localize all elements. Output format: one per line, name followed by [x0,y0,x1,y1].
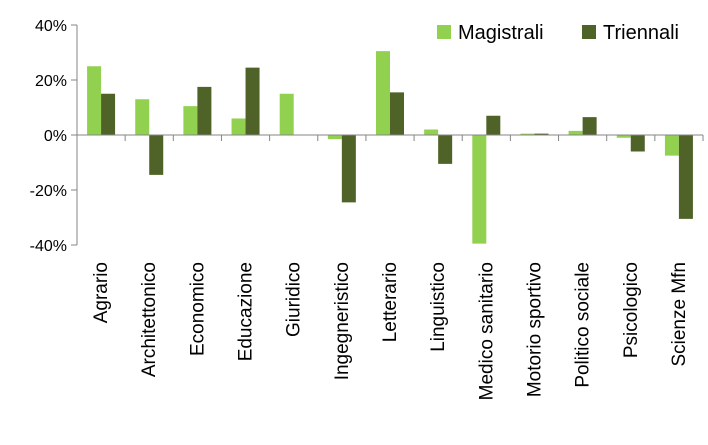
bar-magistrali-medico-sanitario [472,135,487,244]
y-tick-label: -20% [30,183,67,200]
category-label: Agrario [91,262,112,323]
bar-magistrali-linguistico [424,129,439,135]
bar-triennali-ingegneristico [341,135,356,203]
bar-triennali-educazione [245,67,260,135]
bar-triennali-letterario [390,92,404,135]
category-label: Motorio sportivo [524,262,545,397]
bar-triennali-scienze-mfn [678,135,693,219]
category-label: Architettonico [139,262,160,377]
bar-magistrali-agrario [87,66,102,135]
legend-swatch-triennali [582,25,596,39]
bar-magistrali-psicologico [616,135,631,138]
bar-triennali-linguistico [438,135,453,164]
bar-magistrali-scienze-mfn [664,135,679,156]
category-label: Medico sanitario [476,262,497,400]
category-label: Educazione [236,262,257,361]
category-label: Ingegneristico [332,262,353,380]
bar-triennali-economico [197,86,212,135]
bar-magistrali-educazione [231,118,246,135]
category-label: Giuridico [284,262,305,337]
category-label: Psicologico [621,262,642,358]
bar-triennali-psicologico [630,135,645,152]
bars-layer [87,51,693,244]
bar-triennali-politico-sociale [582,117,597,135]
y-tick-label: 20% [35,73,67,90]
legend: Magistrali Triennali [437,22,679,44]
bar-magistrali-politico-sociale [568,130,583,135]
category-label: Letterario [380,262,401,342]
category-labels: Agrario Architettonico Economico Educazione… [91,262,690,400]
bar-magistrali-architettonico [135,99,150,135]
category-label: Linguistico [428,262,449,352]
y-tick-label: 40% [35,18,67,35]
x-ticks [76,135,704,141]
category-label: Scienze Mfn [669,262,690,367]
category-label: Politico sociale [573,262,594,388]
bar-magistrali-giuridico [279,93,294,135]
bar-magistrali-economico [183,106,198,135]
legend-label-magistrali: Magistrali [458,22,544,44]
legend-swatch-magistrali [437,25,451,39]
bar-triennali-architettonico [149,135,164,175]
bar-magistrali-ingegneristico [327,135,342,140]
bar-triennali-motorio-sportivo [534,133,549,135]
y-tick-label: -40% [30,238,67,255]
bar-triennali-agrario [101,93,116,135]
bar-magistrali-letterario [376,51,390,135]
y-ticks: -40% -20% 0% 20% 40% [30,18,77,255]
bar-magistrali-motorio-sportivo [520,133,535,135]
bar-triennali-medico-sanitario [486,115,501,135]
y-tick-label: 0% [44,128,67,145]
category-label: Economico [187,262,208,356]
legend-label-triennali: Triennali [603,22,679,44]
